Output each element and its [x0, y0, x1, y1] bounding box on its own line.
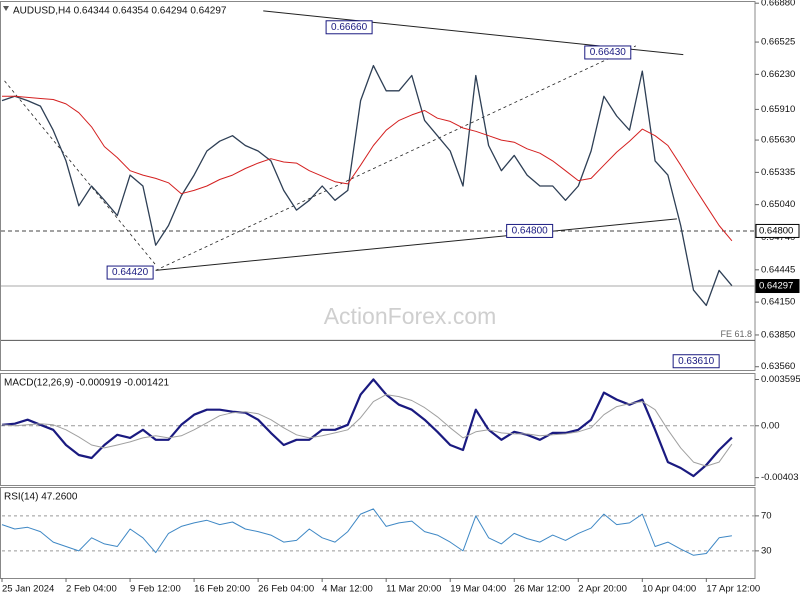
x-tick-label: 2 Apr 20:00	[578, 584, 627, 595]
y-tick-label: 0.65335	[761, 167, 795, 178]
symbol-icon	[3, 6, 9, 11]
price-tag-label: 0.64297	[759, 281, 793, 292]
y-tick-label: 0.00	[761, 420, 780, 431]
y-tick-label: 0.65910	[761, 104, 795, 115]
series-line	[1, 64, 733, 307]
x-tick-label: 2 Feb 04:00	[66, 584, 117, 595]
x-tick-label: 4 Mar 12:00	[322, 584, 373, 595]
x-tick-label: 9 Feb 12:00	[130, 584, 181, 595]
x-tick-label: 26 Mar 12:00	[514, 584, 570, 595]
callout-label: 0.66660	[331, 22, 368, 33]
y-tick-label: 0.65630	[761, 135, 795, 146]
pane-frame	[0, 373, 756, 486]
pane-title: MACD(12,26,9) -0.000919 -0.001421	[4, 378, 170, 389]
trendline	[155, 218, 677, 271]
pane-frame	[0, 487, 756, 579]
trendline	[155, 45, 637, 271]
price-tag-label: 0.64800	[759, 225, 793, 236]
callout-label: 0.63610	[678, 356, 715, 367]
y-tick-label: 0.66525	[761, 37, 795, 48]
pane-frame	[0, 1, 756, 371]
y-tick-label: 0.65040	[761, 199, 795, 210]
x-tick-label: 16 Feb 20:00	[194, 584, 250, 595]
trendline	[4, 80, 156, 266]
callout-box	[584, 45, 632, 60]
watermark: ActionForex.com	[324, 303, 497, 329]
series-line	[1, 394, 733, 467]
series-line	[1, 508, 732, 556]
series-line	[1, 378, 733, 478]
y-tick-label: 70	[761, 510, 772, 521]
x-tick-label: 11 Mar 20:00	[386, 584, 441, 595]
y-tick-label: 0.66230	[761, 69, 795, 80]
x-tick-label: 25 Jan 2024	[2, 584, 54, 595]
callout-label: 0.64420	[112, 267, 149, 278]
y-tick-label: 0.66880	[761, 0, 795, 9]
callout-box	[106, 265, 154, 280]
series-line	[2, 95, 733, 242]
y-tick-label: 0.64150	[761, 297, 795, 308]
y-tick-label: 0.63850	[761, 329, 795, 340]
y-tick-label: 0.003595	[761, 374, 800, 385]
callout-label: 0.66430	[590, 47, 627, 58]
pane-title: RSI(14) 47.2600	[4, 492, 78, 503]
y-tick-label: 30	[761, 545, 772, 556]
x-tick-label: 17 Apr 12:00	[706, 584, 760, 595]
callout-box	[506, 223, 554, 238]
level-label: FE 61.8	[720, 329, 752, 339]
callout-box	[325, 20, 373, 35]
x-tick-label: 10 Apr 04:00	[642, 584, 696, 595]
x-tick-label: 26 Feb 04:00	[258, 584, 314, 595]
y-tick-label: -0.00403	[761, 472, 799, 483]
y-tick-label: 0.64445	[761, 264, 795, 275]
callout-label: 0.64800	[512, 226, 549, 237]
price-tag	[755, 279, 800, 294]
callout-box	[672, 354, 720, 369]
x-tick-label: 19 Mar 04:00	[450, 584, 506, 595]
y-tick-label: 0.63560	[761, 361, 795, 372]
pane-title: AUDUSD,H4 0.64344 0.64354 0.64294 0.6429…	[13, 6, 227, 17]
price-tag	[755, 223, 800, 238]
